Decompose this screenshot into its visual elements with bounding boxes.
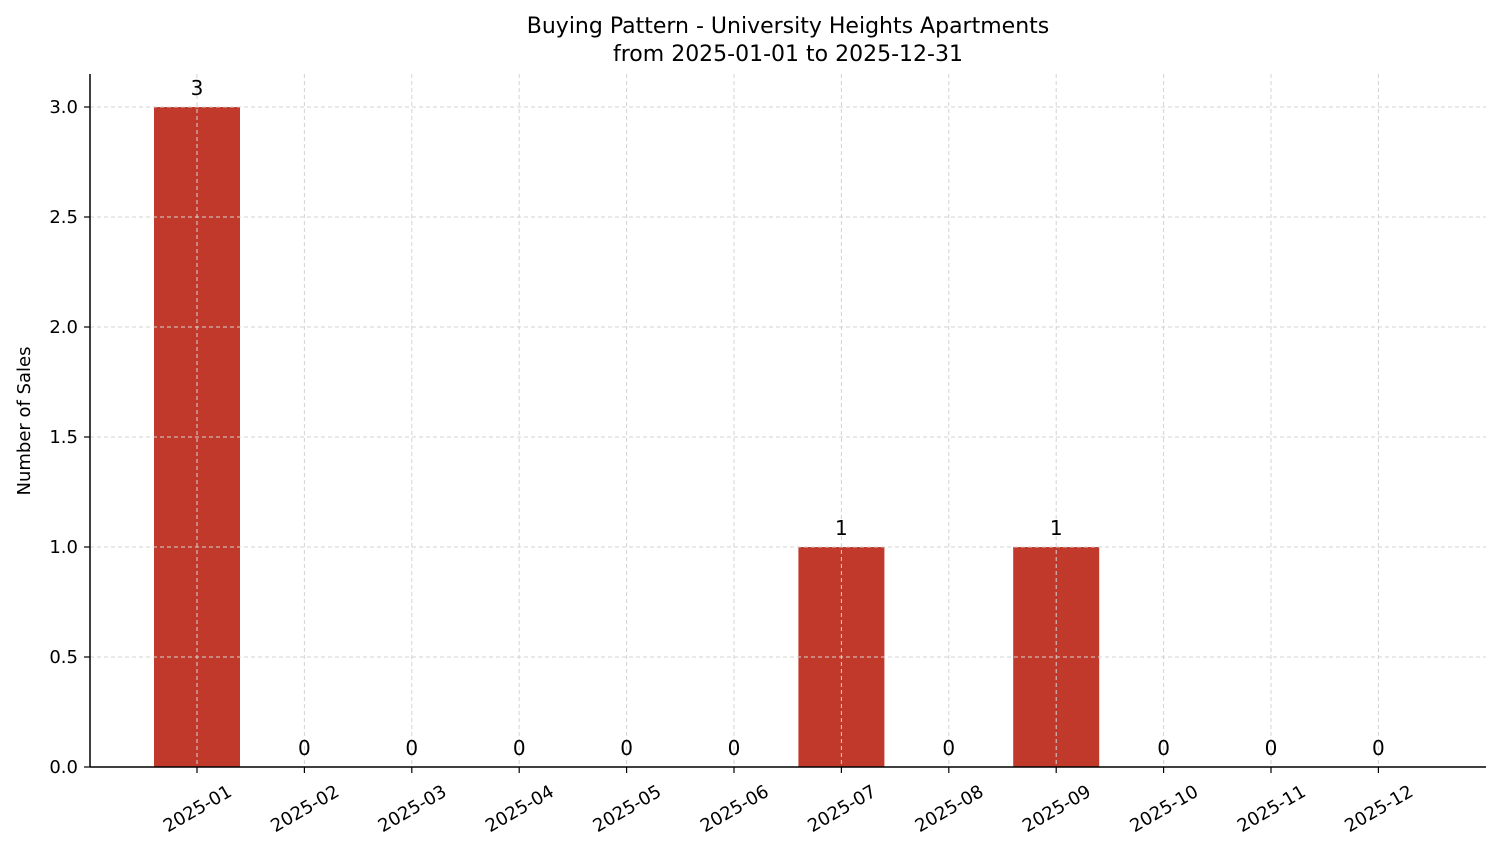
y-tick-label: 2.5 xyxy=(49,207,78,228)
data-label-2025-05: 0 xyxy=(620,736,633,760)
y-tick-label: 0.5 xyxy=(49,647,78,668)
data-label-2025-10: 0 xyxy=(1157,736,1170,760)
chart-subtitle: from 2025-01-01 to 2025-12-31 xyxy=(613,42,963,67)
y-tick-label: 3.0 xyxy=(49,97,78,118)
x-tick-label: 2025-08 xyxy=(912,781,988,837)
data-label-2025-02: 0 xyxy=(298,736,311,760)
data-label-2025-12: 0 xyxy=(1372,736,1385,760)
grid xyxy=(90,74,1486,767)
x-tick-label: 2025-01 xyxy=(160,781,236,837)
data-labels: 3 0 0 0 0 0 1 0 1 0 0 0 xyxy=(191,76,1385,760)
data-label-2025-09: 1 xyxy=(1050,516,1063,540)
chart-title: Buying Pattern - University Heights Apar… xyxy=(527,14,1049,39)
data-label-2025-04: 0 xyxy=(513,736,526,760)
y-tick-label: 1.0 xyxy=(49,537,78,558)
x-tick-label: 2025-05 xyxy=(589,781,665,837)
x-tick-label: 2025-06 xyxy=(697,781,773,837)
data-label-2025-08: 0 xyxy=(942,736,955,760)
x-tick-label: 2025-09 xyxy=(1019,781,1095,837)
x-tick-label: 2025-10 xyxy=(1126,781,1202,837)
y-axis-label: Number of Sales xyxy=(14,346,35,495)
x-tick-label: 2025-07 xyxy=(804,781,880,837)
data-label-2025-11: 0 xyxy=(1265,736,1278,760)
y-tick-label: 1.5 xyxy=(49,427,78,448)
data-label-2025-07: 1 xyxy=(835,516,848,540)
x-tick-label: 2025-11 xyxy=(1234,781,1310,837)
x-tick-label: 2025-03 xyxy=(375,781,451,837)
x-tick-label: 2025-04 xyxy=(482,781,558,837)
x-tick-label: 2025-02 xyxy=(267,781,343,837)
x-tick-label: 2025-12 xyxy=(1341,781,1417,837)
tick-labels: 0.0 0.5 1.0 1.5 2.0 2.5 3.0 2025-01 2025-02 2025-… xyxy=(49,97,1417,837)
data-label-2025-01: 3 xyxy=(191,76,204,100)
data-label-2025-03: 0 xyxy=(405,736,418,760)
y-tick-label: 2.0 xyxy=(49,317,78,338)
data-label-2025-06: 0 xyxy=(728,736,741,760)
axes xyxy=(89,74,1486,768)
y-tick-label: 0.0 xyxy=(49,757,78,778)
